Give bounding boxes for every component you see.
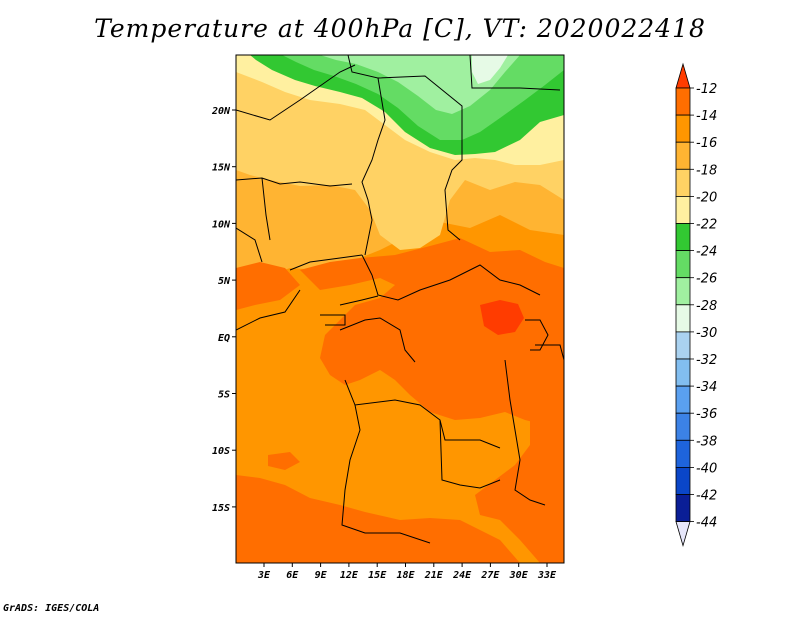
map-frame — [235, 54, 565, 564]
legend-swatch — [675, 277, 691, 306]
legend-label: -42 — [696, 489, 717, 504]
longitude-label: 21E — [424, 570, 444, 581]
legend-label: -24 — [696, 245, 717, 260]
legend-label: -18 — [696, 163, 717, 178]
latitude-label: 5S — [218, 390, 230, 401]
contour-band-14-west — [236, 262, 300, 310]
contour-band-14-east — [475, 410, 564, 563]
legend-swatch — [675, 114, 691, 143]
longitude-label: 6E — [286, 570, 299, 581]
longitude-label: 30E — [509, 570, 529, 581]
legend-label: -28 — [696, 299, 717, 314]
map-title: Temperature at 400hPa [C], VT: 202002241… — [94, 14, 706, 43]
color-legend — [675, 62, 694, 548]
longitude-label: 24E — [452, 570, 472, 581]
longitude-label: 9E — [315, 570, 328, 581]
legend-swatch — [675, 466, 691, 495]
contour-band-14-patch — [268, 452, 300, 470]
legend-label: -22 — [696, 218, 717, 233]
latitude-label: 15N — [212, 163, 231, 174]
legend-swatch — [675, 412, 691, 441]
legend-label: -38 — [696, 434, 717, 449]
latitude-label: EQ — [218, 333, 230, 344]
longitude-ticks — [263, 563, 548, 567]
legend-swatch — [675, 195, 691, 224]
legend-arrow-bottom — [675, 521, 691, 548]
latitude-labels: 20N 15N 10N 5N EQ 5S 10S 15S — [211, 106, 231, 514]
legend-swatch — [675, 358, 691, 387]
legend-label: -12 — [696, 82, 717, 97]
latitude-label: 10N — [212, 219, 231, 230]
legend-swatch — [675, 494, 691, 523]
legend-arrow-top — [675, 62, 691, 89]
legend-swatch — [675, 87, 691, 116]
legend-label: -14 — [696, 109, 717, 124]
contour-band-12 — [480, 300, 524, 335]
legend-swatch — [675, 168, 691, 197]
longitude-label: 12E — [340, 570, 359, 581]
legend-swatch — [675, 304, 691, 333]
longitude-label: 33E — [537, 570, 557, 581]
longitude-label: 15E — [368, 570, 387, 581]
legend-swatch — [675, 141, 691, 170]
temperature-field — [236, 55, 564, 563]
legend-label: -20 — [696, 190, 717, 205]
legend-swatch — [675, 385, 691, 414]
legend-swatch — [675, 331, 691, 360]
latitude-label: 15S — [212, 503, 230, 514]
contour-band-30 — [472, 55, 508, 84]
grads-credit: GrADS: IGES/COLA — [3, 603, 100, 614]
contour-band-14-central — [300, 238, 564, 425]
legend-label: -34 — [696, 380, 717, 395]
latitude-label: 20N — [211, 106, 231, 117]
legend-label: -32 — [696, 353, 717, 368]
legend-swatch — [675, 439, 691, 468]
legend-labels: -12 -14 -16 -18 -20 -22 -24 -26 -28 -30 -32 -34 -36 -… — [696, 82, 717, 531]
contour-band-14-southwest — [236, 475, 520, 563]
legend-swatch — [675, 223, 691, 252]
legend-label: -26 — [696, 272, 717, 287]
latitude-label: 10S — [212, 446, 230, 457]
legend-swatch — [675, 250, 691, 279]
latitude-ticks — [232, 109, 236, 508]
legend-label: -40 — [696, 461, 717, 476]
longitude-label: 3E — [257, 570, 271, 581]
country-boundaries — [236, 55, 564, 544]
legend-label: -36 — [696, 407, 717, 422]
contour-band-28 — [320, 55, 520, 114]
legend-label: -44 — [696, 516, 717, 531]
longitude-label: 27E — [480, 570, 500, 581]
latitude-label: 5N — [218, 276, 231, 287]
longitude-label: 18E — [396, 570, 415, 581]
legend-label: -16 — [696, 136, 717, 151]
legend-label: -30 — [696, 326, 717, 341]
longitude-labels: 3E 6E 9E 12E 15E 18E 21E 24E 27E 30E 33E — [257, 570, 557, 581]
